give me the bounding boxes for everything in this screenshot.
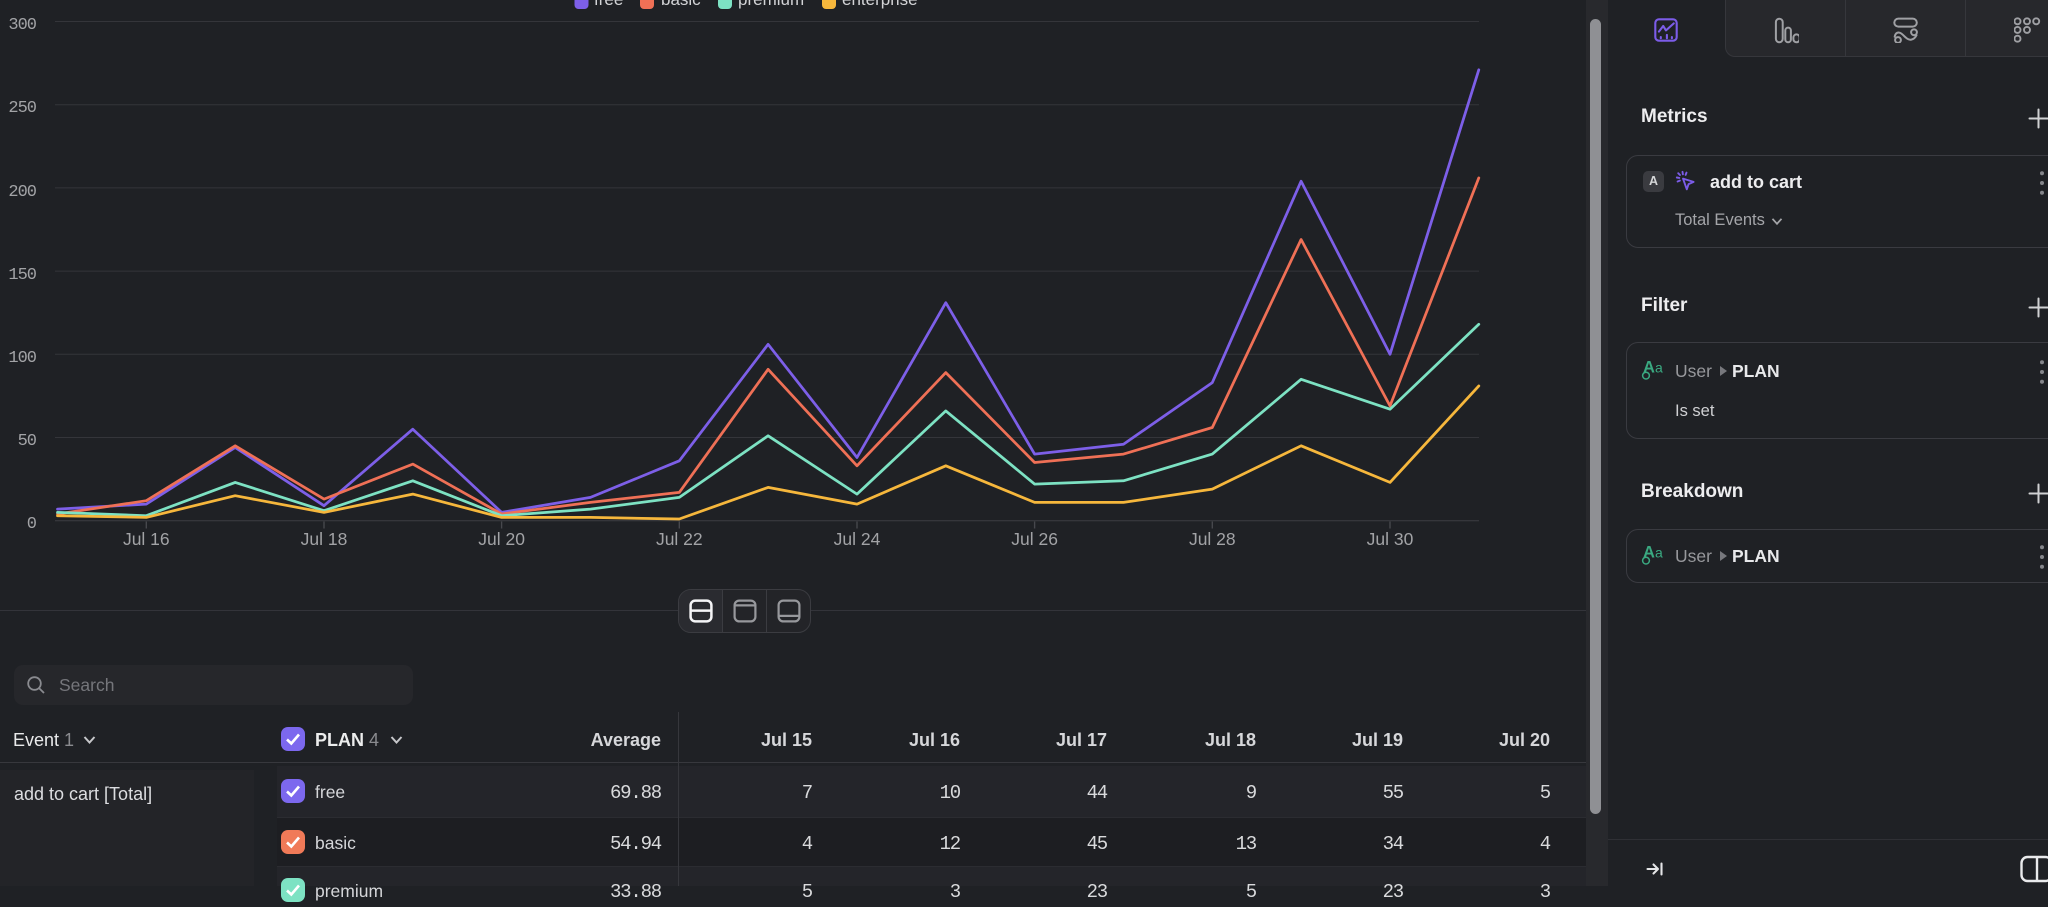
svg-text:Jul 16: Jul 16: [123, 529, 170, 549]
svg-text:Jul 22: Jul 22: [656, 529, 703, 549]
svg-text:Jul 28: Jul 28: [1189, 529, 1236, 549]
svg-text:Jul 30: Jul 30: [1367, 529, 1414, 549]
svg-text:200: 200: [8, 183, 36, 202]
svg-text:50: 50: [18, 432, 37, 451]
svg-text:300: 300: [8, 16, 36, 35]
svg-text:free: free: [594, 0, 623, 9]
svg-text:Jul 26: Jul 26: [1011, 529, 1058, 549]
svg-text:enterprise: enterprise: [842, 0, 918, 9]
svg-text:premium: premium: [738, 0, 804, 9]
svg-text:100: 100: [8, 349, 36, 368]
svg-text:basic: basic: [661, 0, 701, 9]
svg-text:a: a: [1655, 360, 1663, 376]
svg-text:250: 250: [8, 99, 36, 118]
svg-text:Jul 24: Jul 24: [834, 529, 881, 549]
svg-text:Jul 20: Jul 20: [478, 529, 525, 549]
svg-text:150: 150: [8, 266, 36, 285]
svg-text:a: a: [1655, 545, 1663, 561]
svg-text:0: 0: [27, 515, 37, 534]
svg-text:Jul 18: Jul 18: [301, 529, 348, 549]
